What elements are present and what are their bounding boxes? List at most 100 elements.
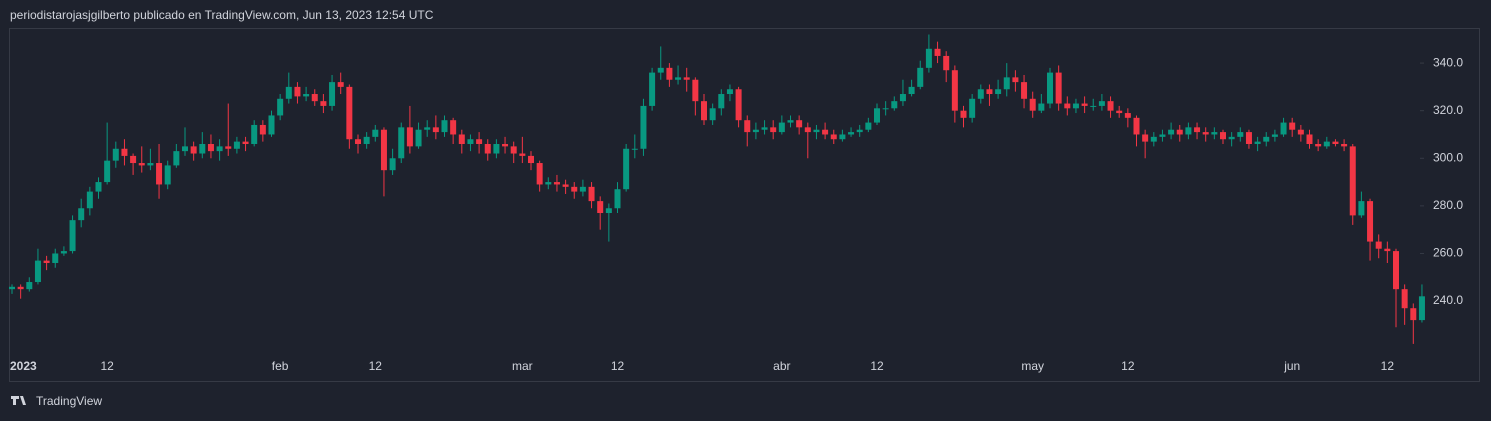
candle-body: [1280, 122, 1287, 135]
candle-body: [242, 141, 249, 144]
candle-body: [277, 98, 284, 116]
candle-body: [1202, 132, 1209, 135]
candle-body: [960, 110, 967, 118]
candle-body: [1367, 201, 1374, 242]
candle-body: [1271, 134, 1278, 137]
candle-body: [726, 89, 733, 95]
candle-body: [874, 108, 880, 123]
candle-body: [908, 86, 915, 95]
candle-body: [917, 67, 924, 87]
candle-body: [121, 148, 128, 156]
x-tick-label: jun: [1283, 359, 1300, 373]
candle-body: [675, 77, 682, 80]
candle-body: [770, 127, 777, 133]
candle-body: [951, 70, 958, 111]
candle-body: [484, 143, 491, 154]
candle-body: [112, 148, 119, 161]
candle-body: [882, 108, 889, 110]
candle-body: [683, 77, 690, 80]
x-tick-label: 12: [1381, 359, 1395, 373]
candle-body: [1159, 134, 1166, 137]
y-tick-label: 280.0: [1433, 198, 1463, 212]
candle-body: [86, 191, 93, 209]
candle-body: [995, 89, 1002, 95]
candle-body: [251, 124, 258, 144]
candle-body: [977, 89, 984, 99]
candle-body: [60, 251, 67, 254]
candle-body: [752, 129, 759, 133]
candle-body: [943, 55, 950, 71]
candle-body: [130, 155, 137, 164]
candle-body: [164, 165, 171, 185]
candle-body: [294, 86, 301, 97]
candle-body: [138, 163, 145, 166]
candle-body: [26, 282, 33, 290]
candle-body: [346, 86, 353, 140]
candle-body: [1098, 101, 1105, 106]
candle-body: [1263, 136, 1270, 142]
candle-body: [43, 260, 50, 263]
candle-body: [631, 148, 638, 150]
candle-body: [380, 129, 387, 171]
candle-body: [528, 155, 534, 164]
candle-body: [458, 134, 465, 144]
candle-body: [1029, 98, 1036, 111]
x-tick-label: may: [1021, 359, 1044, 373]
candle-body: [813, 129, 820, 133]
candle-body: [1211, 132, 1218, 135]
candle-body: [796, 120, 803, 128]
candle-body: [1349, 146, 1356, 216]
candle-body: [701, 101, 707, 121]
chart-title: periodistarojasjgilberto publicado en Tr…: [10, 8, 434, 22]
candle-body: [718, 94, 725, 109]
candle-body: [657, 67, 664, 73]
candle-body: [1072, 103, 1079, 109]
candle-body: [1107, 101, 1114, 111]
candle-body: [1306, 134, 1313, 144]
candle-body: [899, 94, 906, 102]
candle-body: [1047, 72, 1053, 104]
candle-body: [372, 129, 379, 137]
candle-body: [476, 139, 483, 144]
candle-body: [207, 143, 214, 152]
chart-frame: [9, 28, 1480, 382]
candle-body: [605, 208, 612, 214]
candle-body: [337, 82, 344, 87]
source-label: TradingView: [36, 394, 102, 408]
candle-body: [830, 134, 837, 140]
x-tick-label: 12: [611, 359, 625, 373]
logo: [11, 396, 26, 405]
candle-body: [986, 89, 993, 95]
candle-body: [1393, 251, 1399, 290]
candle-body: [562, 184, 569, 187]
candle-body: [502, 143, 509, 147]
candle-body: [1410, 308, 1417, 321]
candle-body: [1254, 141, 1261, 144]
candle-body: [925, 48, 932, 68]
candle-body: [891, 101, 898, 109]
candle-body: [1194, 127, 1201, 133]
candle-body: [199, 143, 206, 154]
candle-body: [69, 220, 76, 252]
candle-body: [156, 163, 163, 185]
candle-body: [1090, 105, 1097, 107]
candle-body: [147, 163, 154, 166]
candle-body: [804, 127, 811, 133]
y-tick-label: 340.0: [1433, 55, 1463, 69]
candle-body: [95, 182, 102, 192]
candle-body: [1055, 72, 1062, 104]
y-tick-label: 300.0: [1433, 150, 1463, 164]
candle-body: [597, 201, 604, 214]
candle-body: [1064, 103, 1071, 109]
candle-body: [1245, 132, 1252, 144]
candle-body: [1021, 82, 1028, 99]
candle-body: [1237, 132, 1244, 137]
candle-body: [787, 120, 794, 123]
candle-body: [259, 124, 266, 135]
candle-body: [1185, 127, 1192, 135]
candle-body: [744, 120, 751, 133]
candle-body: [969, 98, 976, 118]
candle-body: [320, 101, 327, 106]
candle-body: [588, 186, 595, 202]
